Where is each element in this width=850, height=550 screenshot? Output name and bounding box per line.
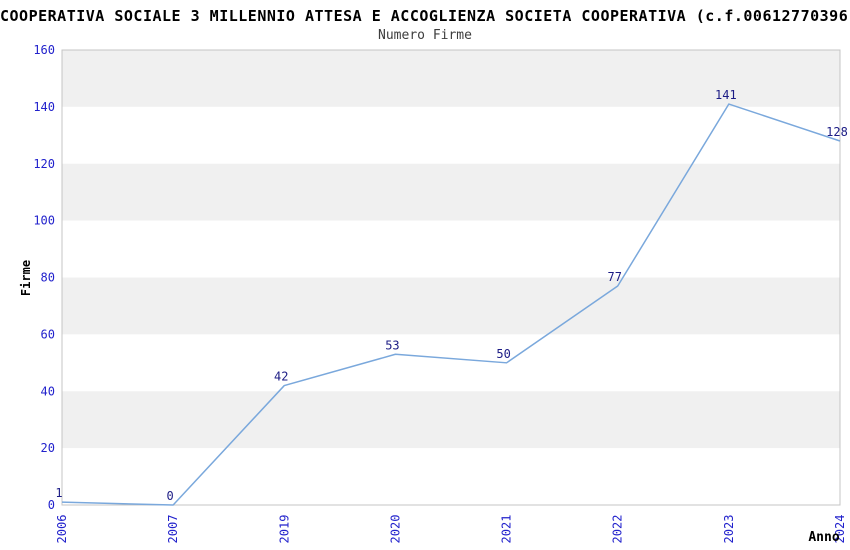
plot-band xyxy=(62,163,840,221)
y-axis-label: Firme xyxy=(19,260,33,296)
x-tick-label: 2022 xyxy=(611,515,625,544)
x-tick-label: 2006 xyxy=(55,515,69,544)
plot-band xyxy=(62,50,840,107)
x-tick-label: 2023 xyxy=(722,515,736,544)
y-tick-label: 120 xyxy=(33,157,55,171)
plot-band xyxy=(62,277,840,335)
plot-band xyxy=(62,106,840,164)
data-point-label: 53 xyxy=(385,338,399,352)
x-axis-label: Anno xyxy=(808,530,839,545)
x-tick-label: 2020 xyxy=(388,515,402,544)
x-tick-label: 2021 xyxy=(500,515,514,544)
y-tick-label: 40 xyxy=(41,384,55,398)
plot-area-border xyxy=(61,49,841,506)
x-tick-label: 2007 xyxy=(166,515,180,544)
data-point-label: 128 xyxy=(826,125,848,139)
x-tick-label: 2019 xyxy=(277,515,291,544)
data-point-label: 42 xyxy=(274,370,288,384)
y-tick-label: 140 xyxy=(33,100,55,114)
data-line xyxy=(61,103,841,506)
plot-band xyxy=(62,334,840,392)
y-tick-label: 80 xyxy=(41,271,55,285)
y-tick-label: 0 xyxy=(48,498,55,512)
y-tick-label: 160 xyxy=(33,43,55,57)
data-point-label: 0 xyxy=(167,489,174,503)
y-tick-label: 20 xyxy=(41,441,55,455)
chart-subtitle: Numero Firme xyxy=(378,28,472,43)
data-point-label: 141 xyxy=(715,88,737,102)
plot-band xyxy=(62,448,840,505)
y-tick-label: 100 xyxy=(33,214,55,228)
data-point-label: 50 xyxy=(496,347,510,361)
chart-main-title: COOPERATIVA SOCIALE 3 MILLENNIO ATTESA E… xyxy=(0,7,850,25)
plot-band xyxy=(62,220,840,278)
plot-band xyxy=(62,391,840,449)
data-point-label: 1 xyxy=(55,486,62,500)
data-point-label: 77 xyxy=(607,270,621,284)
x-tick-label: 2024 xyxy=(833,515,847,544)
y-tick-label: 60 xyxy=(41,327,55,341)
